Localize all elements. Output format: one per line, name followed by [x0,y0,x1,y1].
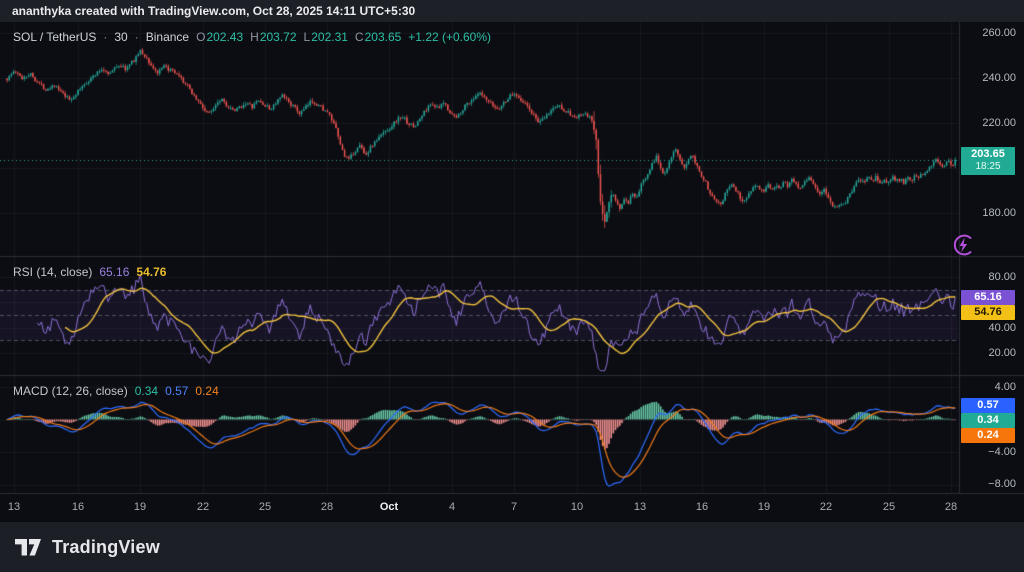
ohlc-open: O202.43 [196,30,243,44]
time-axis-label: 16 [72,501,84,513]
macd-title: MACD (12, 26, close) [13,384,128,398]
time-axis-label: 19 [134,501,146,513]
rsi-tick: 80.00 [988,271,1016,283]
legend-separator: · [135,30,139,44]
tradingview-logo-icon[interactable] [14,538,42,557]
time-axis-label: 22 [197,501,209,513]
time-axis-label: 13 [634,501,646,513]
last-price-badge: 203.65 18:25 [961,147,1015,175]
macd-line-badge: 0.57 [961,398,1015,413]
macd-signal-badge: 0.24 [961,428,1015,443]
ohlc-high: H203.72 [250,30,296,44]
bar-countdown: 18:25 [961,161,1015,173]
interval-label: 30 [114,30,127,44]
time-axis-label: 28 [945,501,957,513]
time-axis-label: 13 [8,501,20,513]
boost-lightning-icon[interactable] [950,232,976,258]
rsi-value-badge: 65.16 [961,290,1015,305]
price-tick: 260.00 [982,27,1016,39]
time-axis-label: 16 [696,501,708,513]
time-axis-label: 19 [758,501,770,513]
time-axis-label: 10 [571,501,583,513]
macd-tick: 4.00 [995,381,1016,393]
brand-name[interactable]: TradingView [52,537,160,558]
rsi-tick: 20.00 [988,347,1016,359]
attribution-text: ananthyka created with TradingView.com, … [12,4,415,18]
macd-signal-value: 0.24 [195,384,218,398]
last-price: 203.65 [971,148,1005,160]
time-axis-label: 25 [259,501,271,513]
exchange-label: Binance [146,30,189,44]
time-axis-label: 28 [321,501,333,513]
time-axis-label: 7 [511,501,517,513]
ohlc-close: C203.65 [355,30,401,44]
macd-tick: −4.00 [988,446,1016,458]
legend-separator: · [103,30,107,44]
rsi-title: RSI (14, close) [13,265,92,279]
time-axis-label: 25 [883,501,895,513]
time-axis-label: 4 [449,501,455,513]
macd-hist-value: 0.34 [135,384,158,398]
ohlc-low: L202.31 [304,30,348,44]
macd-legend[interactable]: MACD (12, 26, close) 0.34 0.57 0.24 [13,384,219,398]
symbol-title: SOL / TetherUS [13,30,96,44]
footer-bar: TradingView [0,522,1024,572]
time-axis-label: 22 [820,501,832,513]
rsi-tick: 40.00 [988,322,1016,334]
time-axis-label: Oct [380,501,398,513]
price-change: +1.22 (+0.60%) [408,30,491,44]
macd-hist-badge: 0.34 [961,413,1015,428]
price-tick: 180.00 [982,207,1016,219]
price-tick: 240.00 [982,72,1016,84]
rsi-value: 65.16 [99,265,129,279]
main-chart-legend[interactable]: SOL / TetherUS · 30 · Binance O202.43 H2… [13,30,491,44]
rsi-ma-value: 54.76 [136,265,166,279]
tradingview-chart-window: ananthyka created with TradingView.com, … [0,0,1024,572]
rsi-ma-badge: 54.76 [961,305,1015,320]
attribution-bar: ananthyka created with TradingView.com, … [0,0,1024,22]
macd-line-value: 0.57 [165,384,188,398]
macd-tick: −8.00 [988,478,1016,490]
rsi-legend[interactable]: RSI (14, close) 65.16 54.76 [13,265,166,279]
price-chart-canvas[interactable] [0,0,1024,572]
price-tick: 220.00 [982,117,1016,129]
